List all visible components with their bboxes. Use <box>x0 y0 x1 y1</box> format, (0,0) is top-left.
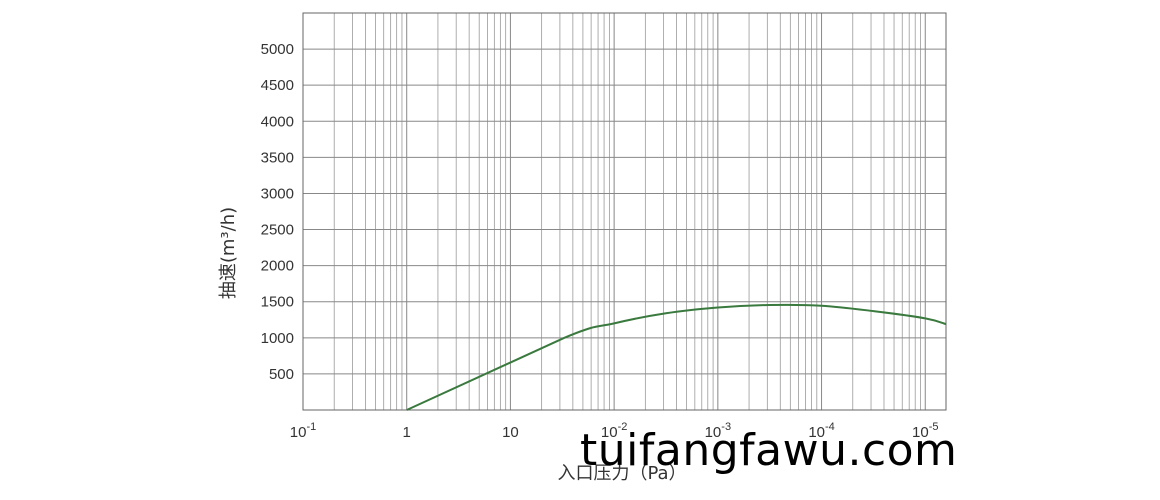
vertical-gridlines <box>333 13 926 410</box>
x-tick-label: 10 <box>502 424 519 441</box>
y-tick-label: 2500 <box>261 222 294 239</box>
series-group <box>406 303 947 411</box>
x-tick-label: 1 <box>403 424 411 441</box>
watermark-text: tuifangfawu.com <box>580 425 958 476</box>
pumping-speed-line <box>406 303 947 411</box>
y-tick-label: 4500 <box>261 77 294 94</box>
plot-frame <box>302 12 947 411</box>
y-tick-label: 5000 <box>261 41 294 58</box>
y-axis-title: 抽速(m³/h) <box>218 207 239 299</box>
y-tick-label: 4000 <box>261 113 294 130</box>
x-tick-label: 10-5 <box>912 421 938 441</box>
y-tick-label: 2000 <box>261 258 294 275</box>
y-tick-label: 3000 <box>261 185 294 202</box>
x-tick-label: 10-4 <box>808 421 834 441</box>
x-tick-label: 10-2 <box>601 421 627 441</box>
x-tick-labels: 10-1 1 10 10-2 10-3 10-4 10-5 <box>290 421 939 441</box>
x-axis-title: 入口压力（Pa） <box>557 463 686 484</box>
horizontal-gridlines <box>303 48 946 375</box>
y-tick-label: 1500 <box>261 294 294 311</box>
y-tick-label: 1000 <box>261 330 294 347</box>
y-tick-label: 3500 <box>261 149 294 166</box>
x-tick-label: 10-3 <box>705 421 731 441</box>
y-tick-labels: 500 1000 1500 2000 2500 3000 3500 4000 4500 5000 <box>261 41 294 383</box>
x-tick-label: 10-1 <box>290 421 316 441</box>
y-tick-label: 500 <box>269 366 294 383</box>
